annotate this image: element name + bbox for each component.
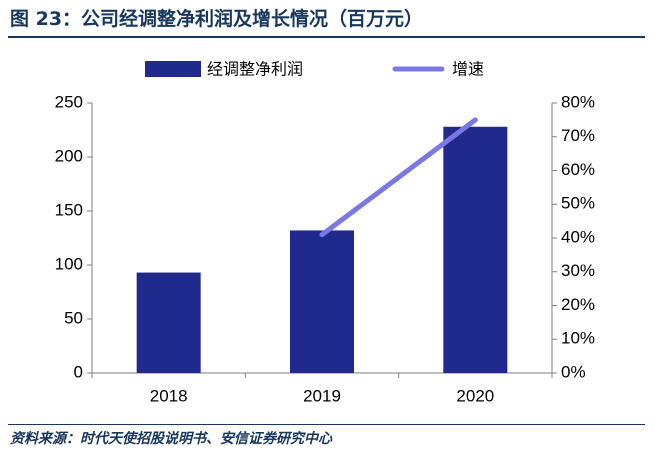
right-tick-label: 80% <box>561 92 595 111</box>
right-tick-label: 70% <box>561 126 595 145</box>
right-tick-label: 30% <box>561 261 595 280</box>
left-tick-label: 150 <box>55 200 83 219</box>
x-tick-label: 2018 <box>150 386 188 405</box>
figure-title: 图 23：公司经调整净利润及增长情况（百万元） <box>10 8 424 30</box>
left-tick-label: 250 <box>55 92 83 111</box>
right-tick-label: 10% <box>561 329 595 348</box>
title-rule <box>8 36 645 38</box>
right-tick-label: 50% <box>561 194 595 213</box>
x-tick-label: 2019 <box>303 386 341 405</box>
left-tick-label: 200 <box>55 146 83 165</box>
legend-label-line: 增速 <box>452 60 484 79</box>
right-tick-label: 20% <box>561 295 595 314</box>
growth-line <box>319 117 478 238</box>
bar-2019 <box>290 230 354 373</box>
x-tick-label: 2020 <box>456 386 494 405</box>
source-rule <box>8 424 645 425</box>
left-tick-label: 0 <box>74 362 83 381</box>
legend-swatch-bar <box>145 61 201 77</box>
right-tick-label: 60% <box>561 160 595 179</box>
bar-2018 <box>136 272 201 373</box>
left-tick-label: 100 <box>55 254 83 273</box>
right-tick-label: 40% <box>561 227 595 246</box>
right-tick-label: 0% <box>561 362 586 381</box>
legend-label-bar: 经调整净利润 <box>207 60 303 79</box>
left-tick-label: 50 <box>64 308 83 327</box>
source-note: 资料来源：时代天使招股说明书、安信证券研究中心 <box>10 431 332 447</box>
bar-2020 <box>443 126 508 373</box>
